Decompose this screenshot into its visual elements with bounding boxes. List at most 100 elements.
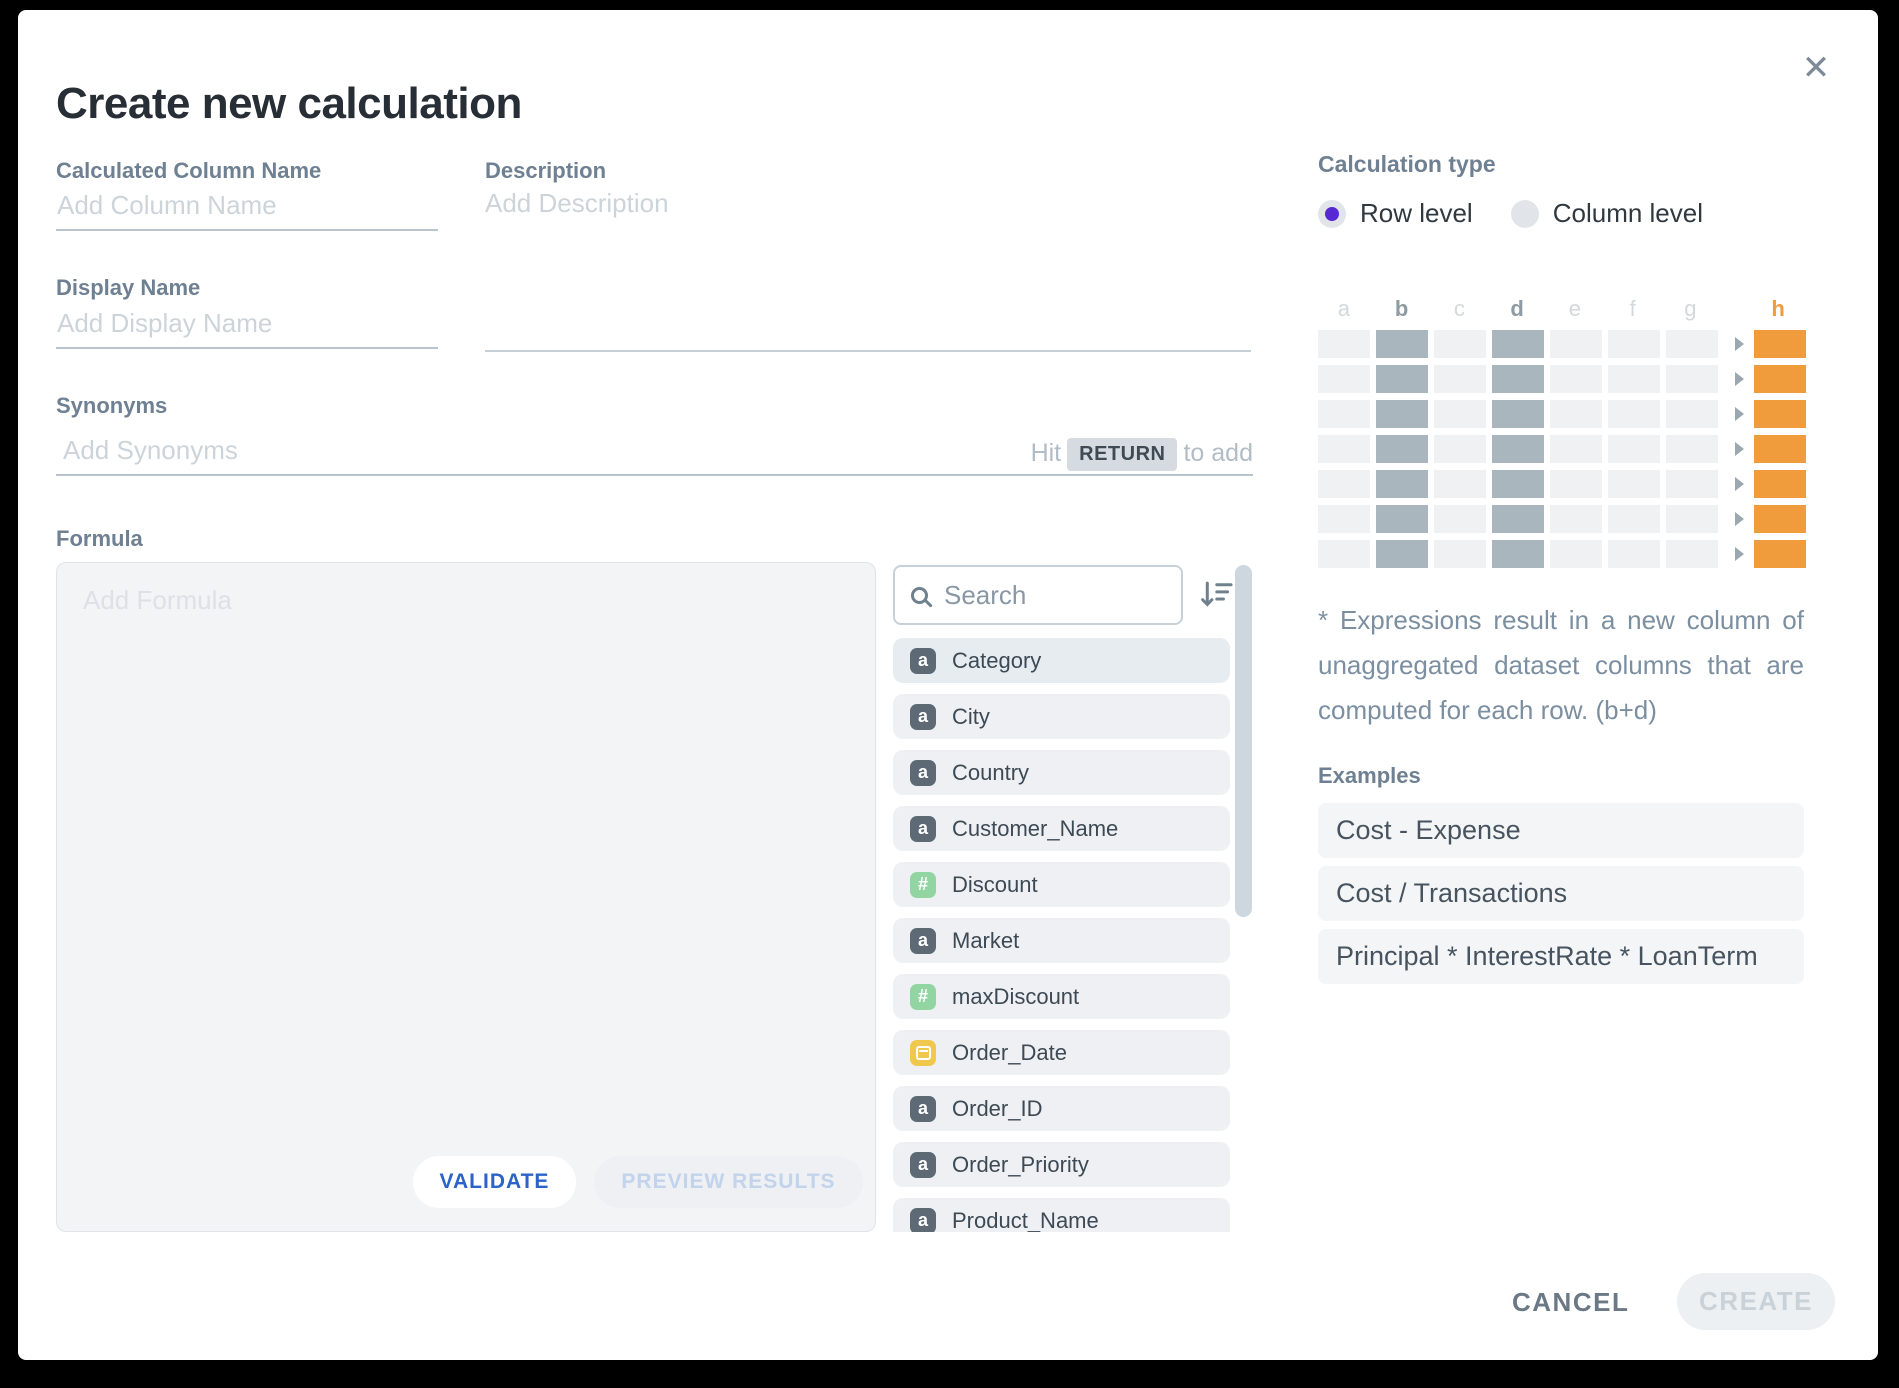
sheet-row <box>1318 365 1806 393</box>
list-item[interactable]: a Product_Name <box>893 1198 1230 1232</box>
sheet-cell-g <box>1666 505 1718 533</box>
field-name: Product_Name <box>952 1207 1099 1233</box>
sheet-row <box>1318 435 1806 463</box>
create-button[interactable]: CREATE <box>1677 1273 1835 1330</box>
list-item[interactable]: a Market <box>893 918 1230 963</box>
list-item[interactable]: a City <box>893 694 1230 739</box>
sheet-cell-d <box>1492 435 1544 463</box>
row-arrow-icon <box>1724 442 1754 456</box>
sheet-header-e: e <box>1568 296 1581 321</box>
hint-prefix: Hit <box>1030 439 1062 468</box>
search-input[interactable] <box>942 578 1142 612</box>
list-item[interactable]: a Customer_Name <box>893 806 1230 851</box>
text-type-icon: a <box>910 647 936 674</box>
sheet-cell-g <box>1666 365 1718 393</box>
examples-label: Examples <box>1318 763 1421 788</box>
sheet-cell-e <box>1550 435 1602 463</box>
sheet-cell-b <box>1376 400 1428 428</box>
sheet-cell-h <box>1754 330 1806 358</box>
sheet-row <box>1318 540 1806 568</box>
field-list-scrollbar[interactable] <box>1235 565 1252 917</box>
sheet-cell-e <box>1550 365 1602 393</box>
radio-circle-icon[interactable] <box>1318 199 1346 228</box>
formula-input[interactable] <box>81 583 851 1103</box>
sheet-cell-g <box>1666 400 1718 428</box>
sheet-cell-a <box>1318 470 1370 498</box>
description-label: Description <box>485 158 607 183</box>
text-type-icon: a <box>910 703 936 730</box>
sheet-cell-h <box>1754 365 1806 393</box>
text-type-icon: a <box>910 815 936 842</box>
list-item[interactable]: a Country <box>893 750 1230 795</box>
close-icon: ✕ <box>1801 49 1831 87</box>
row-arrow-icon <box>1724 477 1754 491</box>
sheet-cell-c <box>1434 435 1486 463</box>
list-item[interactable]: a Order_Priority <box>893 1142 1230 1187</box>
sort-icon[interactable] <box>1197 576 1235 614</box>
sheet-cell-d <box>1492 540 1544 568</box>
cancel-button[interactable]: CANCEL <box>1506 1286 1635 1319</box>
close-button[interactable]: ✕ <box>1794 46 1838 90</box>
sheet-cell-b <box>1376 470 1428 498</box>
preview-results-button[interactable]: PREVIEW RESULTS <box>594 1156 863 1208</box>
sheet-cell-f <box>1608 435 1660 463</box>
row-arrow-icon <box>1724 372 1754 386</box>
sheet-cell-d <box>1492 505 1544 533</box>
sheet-cell-f <box>1608 505 1660 533</box>
text-type-icon: a <box>910 927 936 954</box>
sheet-cell-b <box>1376 540 1428 568</box>
field-list: a Category a City a Country a Customer_Name # Dis… <box>893 638 1230 1232</box>
sheet-cell-b <box>1376 330 1428 358</box>
sheet-cell-d <box>1492 365 1544 393</box>
sheet-cell-e <box>1550 400 1602 428</box>
list-item[interactable]: a Order_ID <box>893 1086 1230 1131</box>
field-name: City <box>952 703 990 729</box>
synonyms-input[interactable] <box>56 435 1253 476</box>
synonyms-label: Synonyms <box>56 393 168 418</box>
sheet-cell-c <box>1434 540 1486 568</box>
description-input[interactable] <box>485 188 1251 352</box>
radio-row-level[interactable]: Row level <box>1318 198 1473 229</box>
formula-editor: VALIDATE PREVIEW RESULTS <box>56 562 876 1232</box>
sheet-cell-d <box>1492 400 1544 428</box>
radio-circle-icon[interactable] <box>1510 199 1539 228</box>
sheet-cell-e <box>1550 470 1602 498</box>
sheet-cell-f <box>1608 540 1660 568</box>
sheet-row <box>1318 400 1806 428</box>
row-level-note: * Expressions result in a new column of … <box>1318 605 1804 725</box>
display-name-label: Display Name <box>56 275 201 300</box>
sheet-header-a: a <box>1337 296 1350 321</box>
number-type-icon: # <box>910 983 936 1010</box>
text-type-icon: a <box>910 759 936 786</box>
text-type-icon: a <box>910 1151 936 1178</box>
sheet-header-h: h <box>1771 296 1785 321</box>
list-item[interactable]: Order_Date <box>893 1030 1230 1075</box>
sheet-cell-f <box>1608 470 1660 498</box>
row-arrow-icon <box>1724 337 1754 351</box>
validate-button[interactable]: VALIDATE <box>413 1156 576 1208</box>
sheet-cell-f <box>1608 365 1660 393</box>
sheet-header-g: g <box>1684 296 1697 321</box>
sheet-cell-b <box>1376 435 1428 463</box>
radio-column-level[interactable]: Column level <box>1510 198 1703 229</box>
column-name-label: Calculated Column Name <box>56 158 322 183</box>
sheet-cell-g <box>1666 435 1718 463</box>
display-name-input[interactable] <box>56 308 438 349</box>
sheet-cell-g <box>1666 540 1718 568</box>
example-item: Principal * InterestRate * LoanTerm <box>1318 929 1804 984</box>
sheet-illustration: a b c d e f g h <box>1318 296 1806 575</box>
formula-label: Formula <box>56 526 143 551</box>
synonyms-hint: Hit RETURN to add <box>56 438 1253 471</box>
list-item[interactable]: a Category <box>893 638 1230 683</box>
list-item[interactable]: # maxDiscount <box>893 974 1230 1019</box>
date-type-icon <box>910 1039 936 1066</box>
sheet-cell-d <box>1492 330 1544 358</box>
sheet-cell-a <box>1318 330 1370 358</box>
sheet-cell-b <box>1376 505 1428 533</box>
list-item[interactable]: # Discount <box>893 862 1230 907</box>
text-type-icon: a <box>910 1207 936 1232</box>
column-name-input[interactable] <box>56 190 438 231</box>
field-name: Market <box>952 927 1020 953</box>
field-name: Order_ID <box>952 1095 1043 1121</box>
sheet-row <box>1318 505 1806 533</box>
